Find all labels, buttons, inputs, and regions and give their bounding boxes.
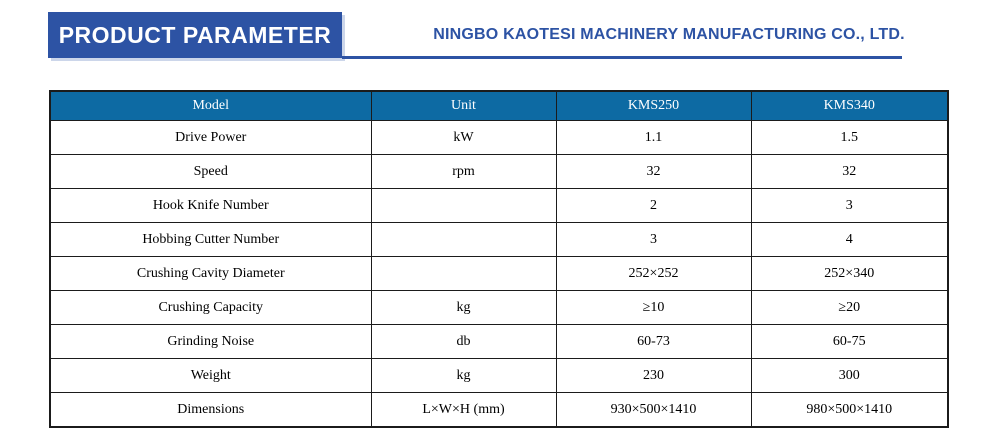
product-parameter-table: Model Unit KMS250 KMS340 Drive Power kW … xyxy=(49,90,949,428)
table-row: Crushing Capacity kg ≥10 ≥20 xyxy=(49,290,949,325)
column-header-kms340: KMS340 xyxy=(750,90,949,121)
cell-kms250: 2 xyxy=(555,188,752,223)
cell-model: Crushing Capacity xyxy=(49,290,372,325)
cell-kms340: 4 xyxy=(750,222,949,257)
cell-kms250: 930×500×1410 xyxy=(555,392,752,428)
cell-unit xyxy=(370,188,557,223)
cell-unit: db xyxy=(370,324,557,359)
cell-kms340: 60-75 xyxy=(750,324,949,359)
cell-model: Dimensions xyxy=(49,392,372,428)
cell-model: Hobbing Cutter Number xyxy=(49,222,372,257)
column-header-unit: Unit xyxy=(370,90,557,121)
cell-kms340: 300 xyxy=(750,358,949,393)
cell-kms340: 32 xyxy=(750,154,949,189)
cell-unit: L×W×H (mm) xyxy=(370,392,557,428)
table-row: Drive Power kW 1.1 1.5 xyxy=(49,120,949,155)
table-row: Weight kg 230 300 xyxy=(49,358,949,393)
table-row: Crushing Cavity Diameter 252×252 252×340 xyxy=(49,256,949,291)
cell-model: Crushing Cavity Diameter xyxy=(49,256,372,291)
cell-kms340: 252×340 xyxy=(750,256,949,291)
cell-kms250: 252×252 xyxy=(555,256,752,291)
cell-kms250: 1.1 xyxy=(555,120,752,155)
cell-kms250: 230 xyxy=(555,358,752,393)
table-row: Hobbing Cutter Number 3 4 xyxy=(49,222,949,257)
cell-model: Drive Power xyxy=(49,120,372,155)
header-underline xyxy=(342,56,902,59)
product-parameter-banner: PRODUCT PARAMETER xyxy=(48,12,342,58)
table-row: Hook Knife Number 2 3 xyxy=(49,188,949,223)
cell-unit: kW xyxy=(370,120,557,155)
cell-kms340: ≥20 xyxy=(750,290,949,325)
cell-kms340: 980×500×1410 xyxy=(750,392,949,428)
cell-unit xyxy=(370,222,557,257)
company-name: NINGBO KAOTESI MACHINERY MANUFACTURING C… xyxy=(433,26,905,43)
cell-model: Speed xyxy=(49,154,372,189)
cell-kms250: 3 xyxy=(555,222,752,257)
cell-kms340: 1.5 xyxy=(750,120,949,155)
banner-title: PRODUCT PARAMETER xyxy=(58,21,332,48)
column-header-model: Model xyxy=(49,90,372,121)
column-header-kms250: KMS250 xyxy=(555,90,752,121)
cell-kms250: 60-73 xyxy=(555,324,752,359)
table-header-row: Model Unit KMS250 KMS340 xyxy=(49,90,949,121)
cell-model: Weight xyxy=(49,358,372,393)
cell-kms250: ≥10 xyxy=(555,290,752,325)
cell-kms250: 32 xyxy=(555,154,752,189)
cell-unit: kg xyxy=(370,290,557,325)
table-row: Dimensions L×W×H (mm) 930×500×1410 980×5… xyxy=(49,392,949,428)
cell-unit: kg xyxy=(370,358,557,393)
cell-unit: rpm xyxy=(370,154,557,189)
cell-kms340: 3 xyxy=(750,188,949,223)
cell-model: Hook Knife Number xyxy=(49,188,372,223)
cell-model: Grinding Noise xyxy=(49,324,372,359)
table-row: Speed rpm 32 32 xyxy=(49,154,949,189)
cell-unit xyxy=(370,256,557,291)
table-row: Grinding Noise db 60-73 60-75 xyxy=(49,324,949,359)
